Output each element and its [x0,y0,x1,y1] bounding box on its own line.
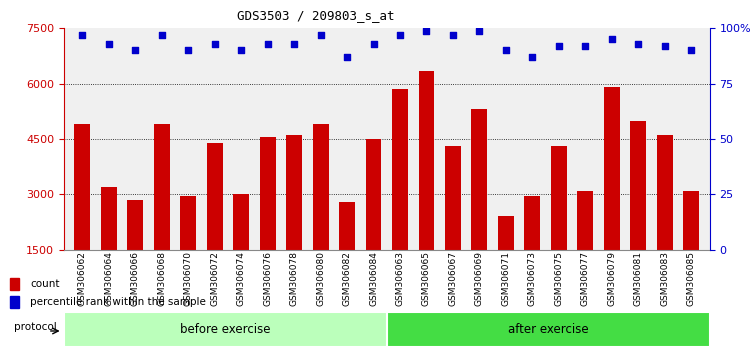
Point [155,32,167,38]
Bar [234,194,249,305]
Point [341,54,353,60]
Bar [498,216,514,305]
Point [421,28,433,33]
Bar [10,296,20,308]
Bar [207,143,222,305]
Point [447,32,459,38]
Point [129,47,141,53]
Bar [180,196,196,305]
Bar [578,190,593,305]
Text: count: count [30,279,60,289]
Point [606,36,618,42]
Point [579,43,591,49]
Bar [74,124,90,305]
Bar [683,190,699,305]
FancyBboxPatch shape [64,312,387,347]
Point [288,41,300,47]
Point [103,41,115,47]
Bar [524,196,540,305]
Point [553,43,565,49]
Point [367,41,379,47]
FancyBboxPatch shape [387,312,710,347]
Point [315,32,327,38]
Text: before exercise: before exercise [180,323,270,336]
Point [659,43,671,49]
Bar [154,124,170,305]
Point [526,54,538,60]
Point [261,41,273,47]
Point [500,47,512,53]
Bar [260,137,276,305]
Bar [551,146,567,305]
Bar [312,124,328,305]
Point [235,47,247,53]
Bar [366,139,382,305]
Point [77,32,89,38]
Text: GDS3503 / 209803_s_at: GDS3503 / 209803_s_at [237,9,394,22]
Text: protocol: protocol [14,322,56,332]
Text: percentile rank within the sample: percentile rank within the sample [30,297,206,307]
Bar [286,135,302,305]
Point [473,28,485,33]
Bar [657,135,673,305]
Bar [101,187,116,305]
Point [394,32,406,38]
Point [685,47,697,53]
Bar [128,200,143,305]
Bar [392,89,408,305]
Point [632,41,644,47]
Bar [604,87,620,305]
Text: after exercise: after exercise [508,323,589,336]
Point [182,47,195,53]
Bar [630,120,646,305]
Bar [10,278,20,290]
Bar [418,71,434,305]
Point [209,41,221,47]
Bar [445,146,461,305]
Bar [472,109,487,305]
Bar [339,202,355,305]
